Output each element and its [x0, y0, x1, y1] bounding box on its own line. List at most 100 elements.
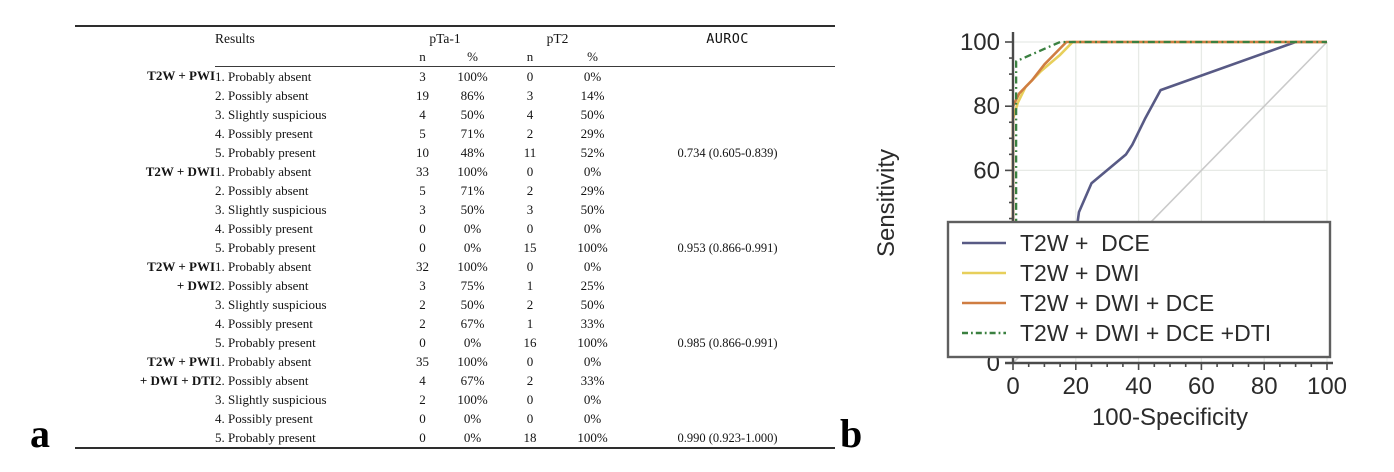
cell-pct3: 0%	[463, 429, 482, 445]
cell-pct3: 50%	[460, 296, 485, 312]
table-row: 3. Slightly suspicious 3 50% 3 50%	[75, 200, 835, 219]
cell-auroc	[620, 162, 835, 181]
cell-pct3: 0%	[463, 239, 482, 255]
col-header-n2: n	[495, 48, 566, 67]
col-header-auroc: AUROC	[706, 31, 749, 47]
cell-group: + DWI + DTI	[139, 372, 215, 388]
cell-num4: 15	[523, 239, 537, 255]
cell-pct5: 0%	[583, 163, 602, 179]
cell-num4: 0	[526, 220, 534, 236]
cell-pct3: 0%	[463, 220, 482, 236]
cell-auroc	[620, 257, 835, 276]
x-tick-label: 80	[1251, 373, 1278, 400]
cell-pct5: 0%	[583, 220, 602, 236]
cell-num4: 3	[526, 201, 534, 217]
table-row: T2W + PWI 1. Probably absent 32 100% 0 0%	[75, 257, 835, 276]
cell-group	[75, 428, 215, 448]
table-row: 4. Possibly present 2 67% 1 33%	[75, 314, 835, 333]
cell-auroc	[620, 295, 835, 314]
results-table: Results pTa-1 pT2 AUROC n % n % T2W + PW…	[75, 25, 836, 449]
table-row: T2W + PWI 1. Probably absent 3 100% 0 0%	[75, 67, 835, 87]
legend-box	[946, 220, 1332, 359]
cell-pct5: 25%	[580, 277, 605, 293]
cell-group	[75, 314, 215, 333]
cell-group	[75, 181, 215, 200]
chart-legend: T2W + DCE T2W + DWI T2W + DWI + DCE T2W + D…	[946, 220, 1332, 359]
legend-label-1: T2W + DWI	[1020, 260, 1139, 286]
cell-num2: 4	[419, 106, 426, 122]
cell-group	[75, 143, 215, 162]
roc-chart-svg: 020406080100020406080100100-SpecificityS…	[873, 29, 1347, 431]
table-row: 5. Probably present 0 0% 18 100% 0.990 (0.923…	[75, 428, 835, 448]
cell-auroc	[620, 314, 835, 333]
cell-pct3: 100%	[457, 258, 488, 274]
col-header-pt2: pT2	[546, 31, 569, 46]
cell-auroc: 0.985 (0.866-0.991)	[677, 335, 778, 350]
cell-pct5: 29%	[580, 182, 605, 198]
cell-num4: 0	[526, 68, 534, 84]
cell-group	[75, 219, 215, 238]
cell-result: 5. Probably present	[215, 144, 316, 160]
cell-pct3: 67%	[460, 372, 485, 388]
cell-pct3: 100%	[457, 391, 488, 407]
cell-result: 4. Possibly present	[215, 125, 313, 141]
cell-num4: 16	[523, 334, 537, 350]
cell-num2: 3	[419, 277, 426, 293]
cell-result: 4. Possibly present	[215, 410, 313, 426]
cell-num2: 33	[416, 163, 429, 179]
cell-num2: 2	[419, 391, 426, 407]
cell-num4: 4	[526, 106, 534, 122]
roc-curve-0	[1074, 40, 1327, 274]
cell-pct3: 0%	[463, 334, 482, 350]
panel-label-a: a	[30, 411, 50, 456]
cell-num2: 0	[419, 429, 426, 445]
cell-group	[75, 200, 215, 219]
cell-result: 3. Slightly suspicious	[215, 391, 327, 407]
cell-pct5: 14%	[580, 87, 605, 103]
cell-pct5: 50%	[580, 296, 605, 312]
roc-curve-3	[1014, 40, 1327, 274]
cell-num2: 2	[419, 296, 426, 312]
panel-label-b: b	[840, 411, 863, 456]
col-header-pta1: pTa-1	[429, 31, 461, 46]
cell-pct3: 100%	[457, 353, 488, 369]
cell-pct5: 33%	[580, 372, 605, 388]
cell-auroc	[620, 200, 835, 219]
cell-num4: 1	[526, 315, 534, 331]
cell-result: 2. Possibly absent	[215, 277, 309, 293]
cell-group: T2W + PWI	[147, 68, 215, 84]
cell-pct5: 0%	[583, 68, 602, 84]
cell-auroc	[620, 409, 835, 428]
col-header-pct2: %	[565, 48, 621, 67]
cell-auroc	[620, 181, 835, 200]
x-tick-label: 0	[1006, 373, 1019, 400]
results-table-body: T2W + PWI 1. Probably absent 3 100% 0 0% 2. Po…	[75, 67, 835, 449]
cell-num4: 0	[526, 258, 534, 274]
cell-result: 5. Probably present	[215, 334, 316, 350]
table-row: T2W + PWI 1. Probably absent 35 100% 0 0%	[75, 352, 835, 371]
cell-result: 3. Slightly suspicious	[215, 296, 327, 312]
cell-group	[75, 333, 215, 352]
cell-result: 4. Possibly present	[215, 315, 313, 331]
cell-pct3: 86%	[460, 87, 485, 103]
cell-group: T2W + DWI	[145, 163, 215, 179]
x-tick-label: 20	[1062, 373, 1089, 400]
cell-num2: 10	[416, 144, 429, 160]
cell-pct5: 100%	[577, 429, 608, 445]
cell-num4: 2	[526, 372, 534, 388]
cell-pct5: 100%	[577, 239, 608, 255]
cell-auroc	[620, 371, 835, 390]
cell-num2: 5	[419, 182, 426, 198]
cell-result: 3. Slightly suspicious	[215, 106, 327, 122]
cell-result: 5. Probably present	[215, 429, 316, 445]
cell-num2: 19	[416, 87, 429, 103]
legend-label-2: T2W + DWI + DCE	[1020, 290, 1214, 316]
cell-pct5: 33%	[580, 315, 605, 331]
table-row: 3. Slightly suspicious 2 50% 2 50%	[75, 295, 835, 314]
legend-label-0: T2W + DCE	[1020, 230, 1150, 256]
cell-result: 1. Probably absent	[215, 163, 312, 179]
cell-result: 1. Probably absent	[215, 68, 312, 84]
table-row: 5. Probably present 10 48% 11 52% 0.734 (0.60…	[75, 143, 835, 162]
cell-pct5: 0%	[583, 353, 602, 369]
cell-pct5: 0%	[583, 391, 602, 407]
